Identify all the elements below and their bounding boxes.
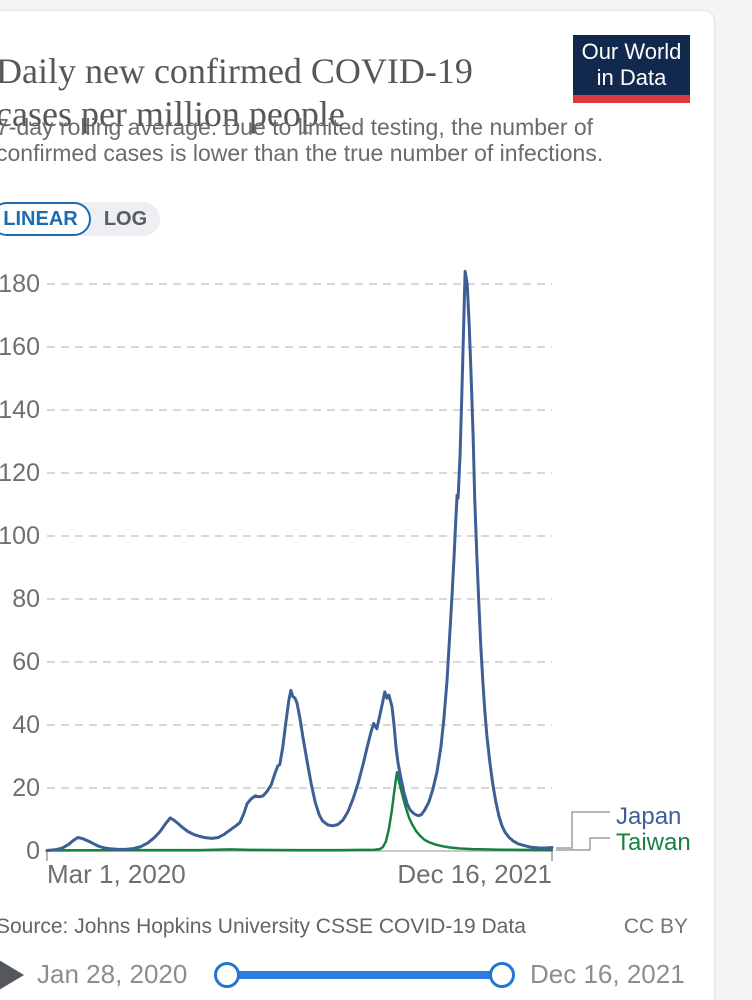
y-axis-label: 80: [12, 585, 40, 613]
chart-plot: [45, 269, 610, 861]
y-axis-label: 140: [0, 396, 40, 424]
owid-logo-red-bar: [573, 95, 690, 103]
y-axis-label: 60: [12, 648, 40, 676]
timeline-start-handle[interactable]: [214, 962, 240, 988]
scale-toggle: LINEAR LOG: [0, 202, 160, 236]
y-axis-label: 20: [12, 774, 40, 802]
y-axis-label: 100: [0, 522, 40, 550]
legend-label-taiwan[interactable]: Taiwan: [616, 829, 691, 856]
x-axis-start-label: Mar 1, 2020: [47, 859, 186, 889]
timeline-end-handle[interactable]: [489, 962, 515, 988]
timeline-slider-track[interactable]: [227, 971, 503, 979]
x-axis-end-label: Dec 16, 2021: [397, 859, 552, 889]
chart-card: [0, 10, 715, 1000]
chart-title: Daily new confirmed COVID-19 cases per m…: [0, 51, 473, 135]
chart-subtitle: 7-day rolling average. Due to limited te…: [0, 114, 636, 166]
timeline-start-date: Jan 28, 2020: [37, 959, 188, 989]
series-line-japan: [45, 269, 554, 852]
legend-label-japan[interactable]: Japan: [616, 803, 682, 830]
series-line-taiwan: [45, 771, 554, 852]
log-scale-button[interactable]: LOG: [103, 208, 148, 230]
linear-scale-button[interactable]: LINEAR: [0, 202, 91, 236]
y-axis-label: 120: [0, 459, 40, 487]
play-button[interactable]: [0, 956, 26, 994]
owid-logo[interactable]: Our World in Data: [573, 35, 690, 103]
owid-logo-box: Our World in Data: [573, 35, 690, 95]
y-axis-label: 40: [12, 711, 40, 739]
license-link[interactable]: CC BY: [623, 915, 688, 938]
y-axis-label: 180: [0, 270, 40, 298]
y-axis-label: 0: [26, 837, 40, 865]
subtitle-line-2: confirmed cases is lower than the true n…: [0, 140, 604, 166]
axis-ticks: [46, 851, 553, 861]
source-attribution[interactable]: Source: Johns Hopkins University CSSE CO…: [0, 915, 526, 938]
timeline-end-date: Dec 16, 2021: [530, 959, 685, 989]
subtitle-line-1: 7-day rolling average. Due to limited te…: [0, 114, 594, 140]
y-axis-label: 160: [0, 333, 40, 361]
legend-connector-lines: [556, 811, 610, 851]
